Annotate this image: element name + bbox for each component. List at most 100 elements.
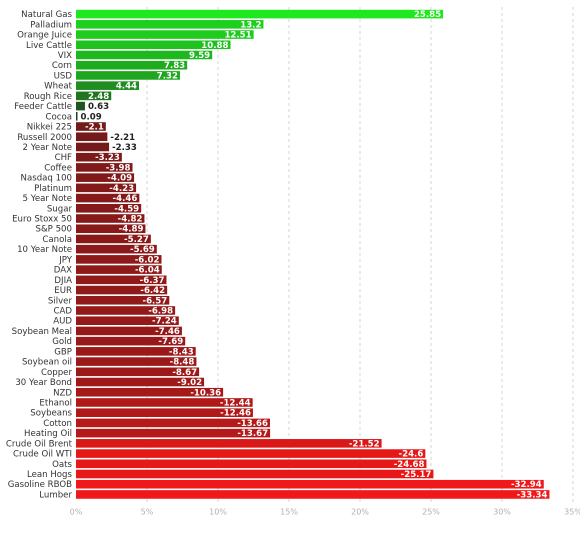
category-label: Lumber bbox=[39, 490, 72, 500]
bars bbox=[76, 9, 550, 499]
value-label: -8.48 bbox=[170, 358, 195, 368]
bar bbox=[76, 20, 264, 29]
bar bbox=[76, 285, 168, 295]
value-label: -12.44 bbox=[220, 398, 251, 408]
value-label: 2.48 bbox=[88, 92, 109, 102]
value-label: -4.23 bbox=[109, 184, 134, 194]
category-label: 2 Year Note bbox=[23, 143, 72, 153]
x-tick-label: 30% bbox=[493, 508, 511, 517]
value-label: 9.59 bbox=[189, 51, 210, 61]
category-label: Nasdaq 100 bbox=[21, 174, 72, 184]
bar bbox=[76, 387, 224, 397]
bar bbox=[76, 9, 444, 19]
bar bbox=[76, 40, 231, 50]
value-label: 7.83 bbox=[164, 61, 185, 71]
category-label: Oats bbox=[52, 460, 72, 470]
bar bbox=[76, 234, 151, 244]
bar bbox=[76, 60, 188, 70]
value-label: -12.46 bbox=[220, 409, 251, 419]
value-label: -13.67 bbox=[237, 429, 268, 439]
category-label: VIX bbox=[58, 51, 72, 61]
bar bbox=[76, 173, 135, 182]
value-label: -32.94 bbox=[511, 480, 542, 490]
category-label: S&P 500 bbox=[36, 225, 72, 235]
category-label: Silver bbox=[48, 296, 73, 306]
bar bbox=[76, 479, 544, 489]
bar bbox=[76, 193, 140, 203]
value-label: -6.37 bbox=[140, 276, 165, 286]
value-label: -2.33 bbox=[112, 143, 137, 153]
value-label: -4.09 bbox=[107, 174, 132, 184]
value-label: -9.02 bbox=[177, 378, 202, 388]
category-label: CHF bbox=[55, 153, 72, 163]
category-label: EUR bbox=[54, 286, 72, 296]
bar bbox=[76, 377, 205, 387]
category-label: DJIA bbox=[54, 276, 72, 286]
value-label: -21.52 bbox=[349, 439, 380, 449]
bar bbox=[76, 408, 253, 417]
value-label: -5.27 bbox=[124, 235, 149, 245]
category-label: JPY bbox=[58, 255, 73, 265]
bar bbox=[76, 306, 176, 315]
x-tick-label: 0% bbox=[70, 508, 83, 517]
bar bbox=[76, 275, 167, 285]
x-axis-ticks: 0% 5% 10% 15% 20% 25% 30% 35% bbox=[70, 508, 580, 517]
value-label: -4.82 bbox=[118, 215, 143, 225]
x-tick-label: 15% bbox=[280, 508, 298, 517]
value-label: -8.43 bbox=[169, 347, 194, 357]
category-label: Sugar bbox=[47, 204, 73, 214]
category-label: NZD bbox=[53, 388, 72, 398]
value-label: -4.89 bbox=[119, 225, 144, 235]
bar bbox=[76, 71, 180, 80]
value-label: -7.46 bbox=[155, 327, 180, 337]
category-label: Rough Rice bbox=[24, 92, 72, 102]
grid-lines bbox=[146, 7, 574, 503]
category-label: Gasoline RBOB bbox=[8, 480, 72, 490]
bar bbox=[76, 336, 186, 346]
value-label: -3.98 bbox=[106, 163, 131, 173]
value-label: 0.09 bbox=[81, 112, 102, 122]
category-label: Copper bbox=[41, 368, 72, 378]
bar bbox=[76, 203, 142, 213]
bar bbox=[76, 428, 271, 438]
category-label: Coffee bbox=[44, 163, 72, 173]
bar bbox=[76, 183, 137, 193]
category-label: Soybeans bbox=[30, 409, 72, 419]
category-label: Soybean Meal bbox=[12, 327, 72, 337]
value-label: -7.69 bbox=[158, 337, 183, 347]
category-label: Feeder Cattle bbox=[14, 102, 72, 112]
bar bbox=[76, 30, 254, 39]
value-label: 13.2 bbox=[240, 20, 261, 30]
value-label: -24.68 bbox=[394, 460, 425, 470]
value-label: -8.67 bbox=[172, 368, 197, 378]
category-label: Gold bbox=[52, 337, 72, 347]
bar bbox=[76, 357, 197, 366]
bar bbox=[76, 81, 140, 90]
category-label: Wheat bbox=[44, 82, 72, 92]
category-label: Palladium bbox=[30, 20, 72, 30]
bar bbox=[76, 295, 170, 305]
category-label: 10 Year Note bbox=[17, 245, 72, 255]
category-label: Cotton bbox=[43, 419, 72, 429]
bar bbox=[76, 163, 133, 172]
category-label: Canola bbox=[42, 235, 72, 245]
category-label: Crude Oil WTI bbox=[13, 450, 72, 460]
category-label: AUD bbox=[53, 317, 72, 327]
category-label: Nikkei 225 bbox=[27, 123, 72, 133]
category-label: Natural Gas bbox=[21, 10, 72, 20]
value-label: 4.44 bbox=[116, 82, 137, 92]
bar bbox=[76, 418, 270, 428]
bar bbox=[76, 316, 179, 326]
bar bbox=[76, 449, 426, 458]
bar bbox=[76, 326, 182, 336]
value-label: -6.04 bbox=[135, 266, 160, 276]
category-label: Ethanol bbox=[39, 398, 72, 408]
value-label: -25.17 bbox=[401, 470, 432, 480]
category-label: 30 Year Bond bbox=[15, 378, 72, 388]
x-tick-label: 10% bbox=[209, 508, 227, 517]
bar bbox=[76, 142, 110, 152]
x-tick-label: 5% bbox=[141, 508, 154, 517]
bar bbox=[76, 398, 253, 407]
